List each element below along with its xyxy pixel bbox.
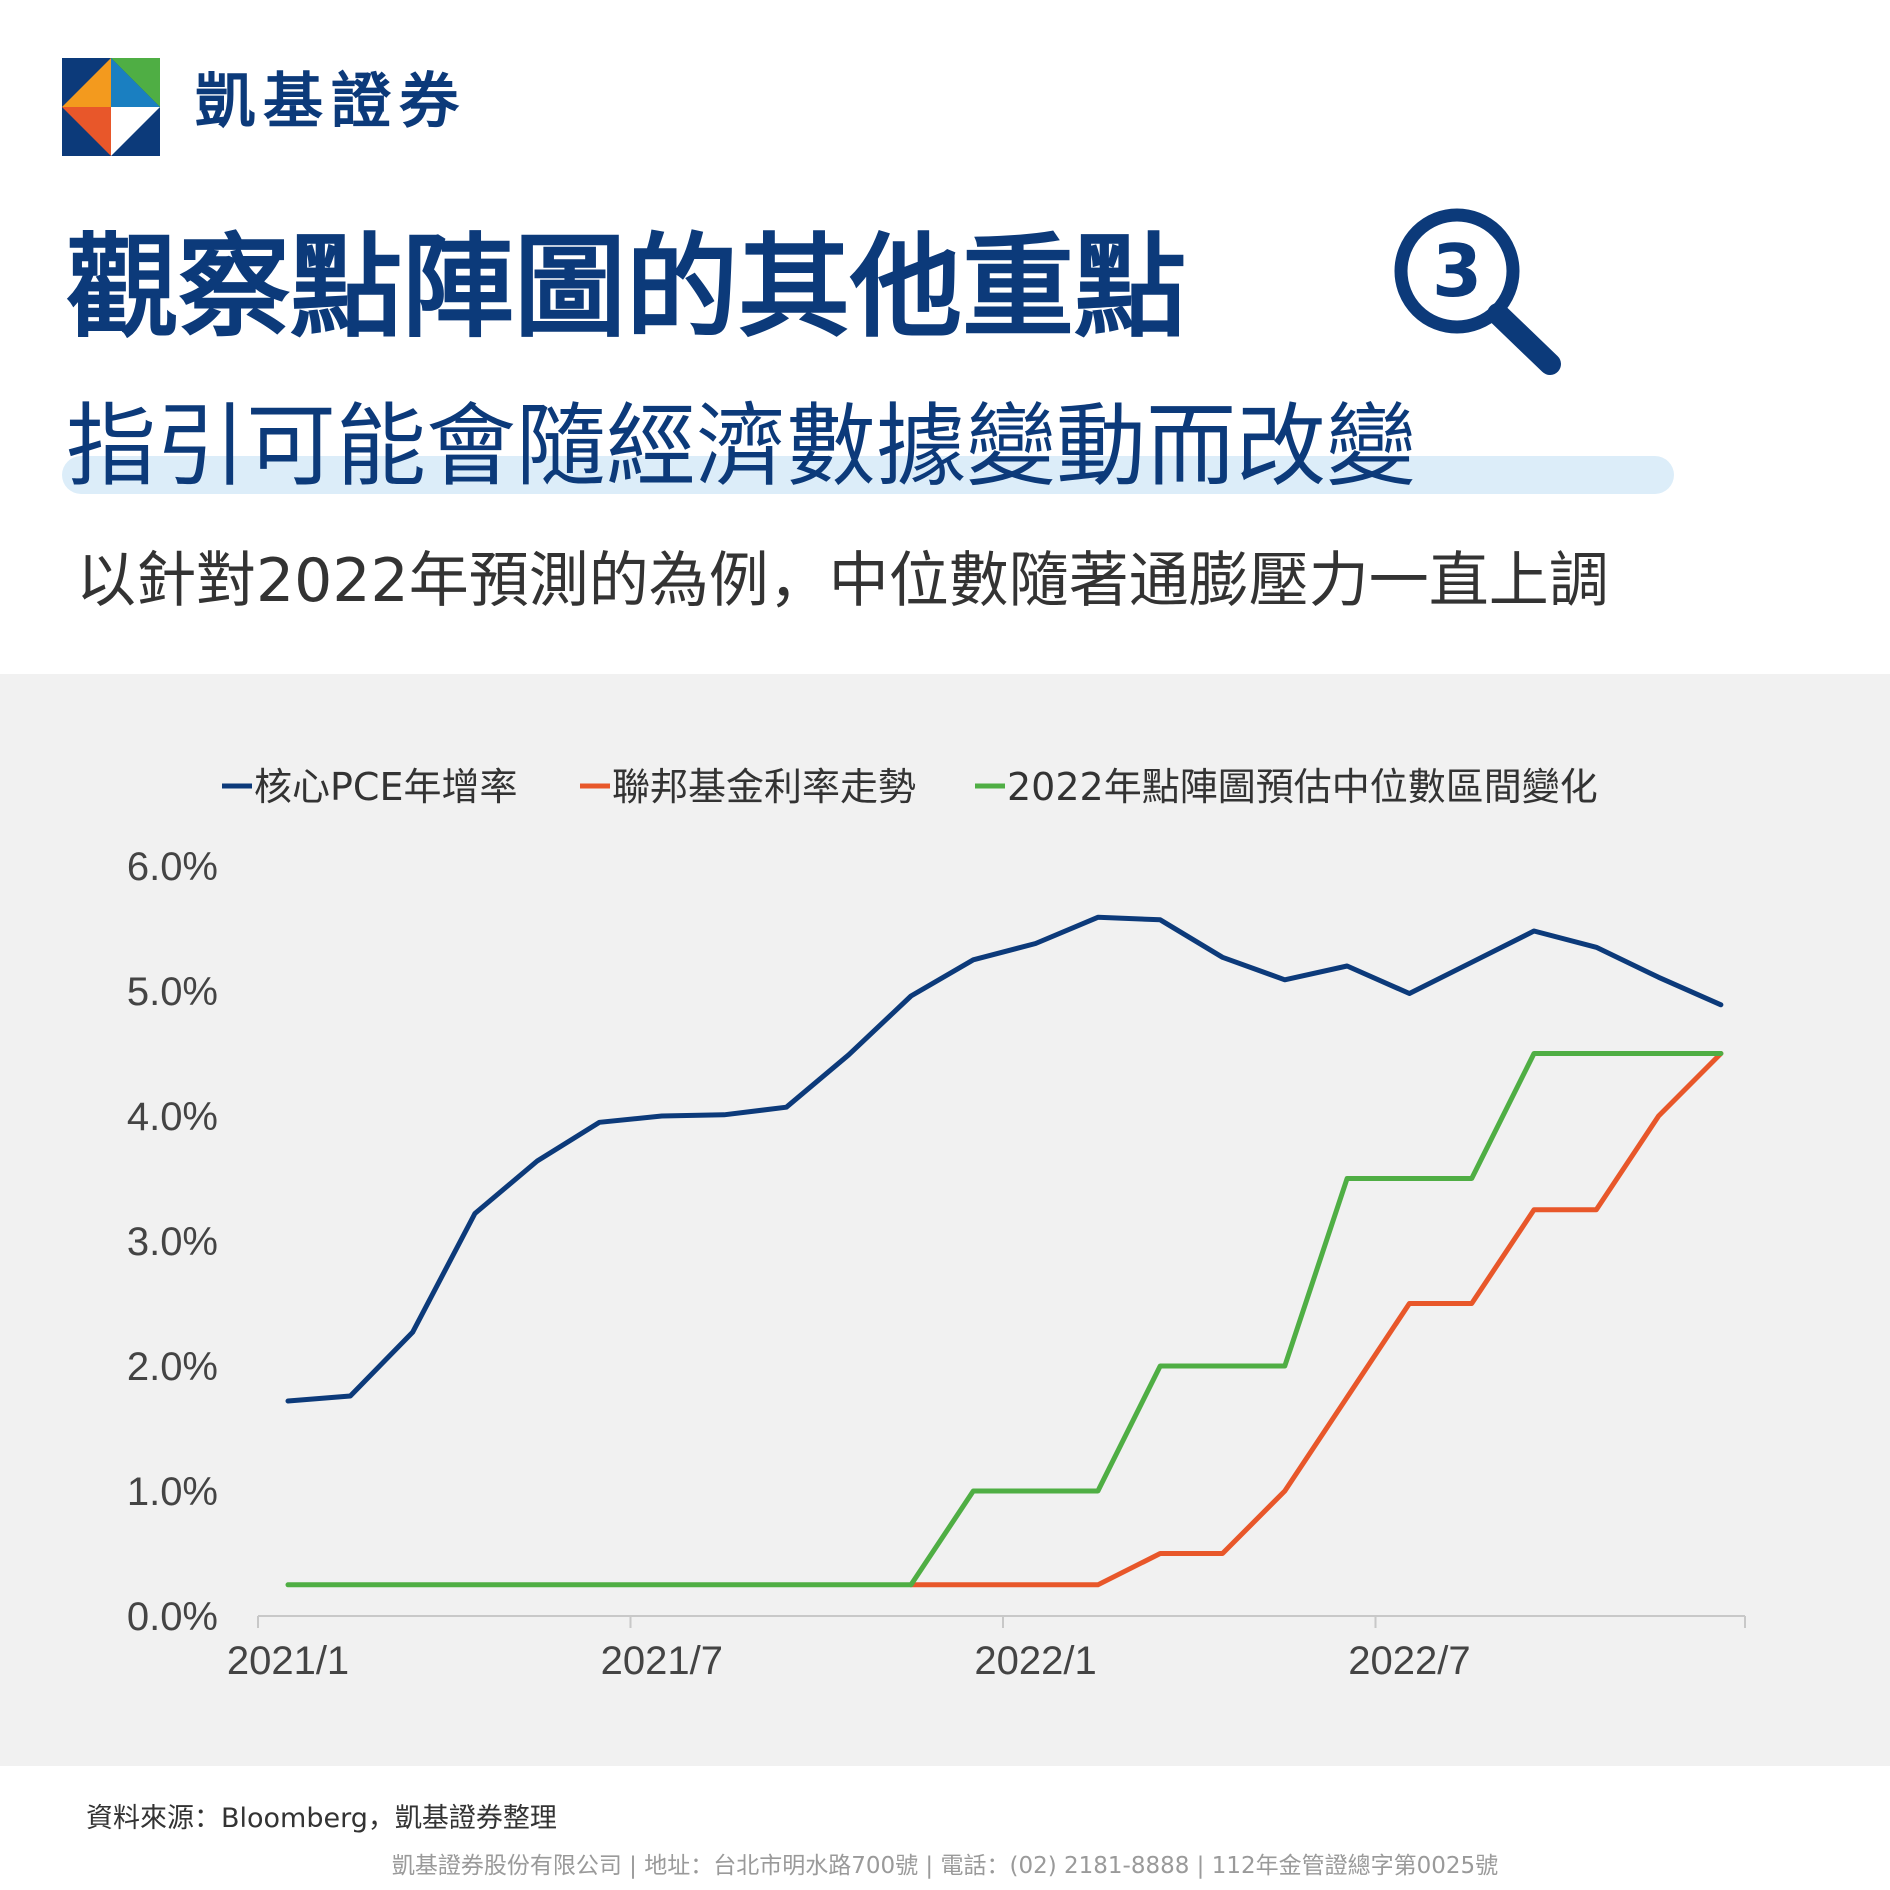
y-tick-label: 1.0% xyxy=(127,1470,218,1514)
y-tick-label: 3.0% xyxy=(127,1220,218,1264)
source-note: 資料來源：Bloomberg，凱基證券整理 xyxy=(86,1803,557,1834)
page-title: 觀察點陣圖的其他重點 xyxy=(66,223,1186,353)
magnifier-icon: 3 xyxy=(1394,208,1561,375)
y-tick-label: 6.0% xyxy=(127,845,218,889)
series-line-3 xyxy=(285,1051,1724,1588)
footer-text: 凱基證券股份有限公司 | 地址：台北市明水路700號 | 電話：(02) 218… xyxy=(391,1853,1499,1879)
series-line-2 xyxy=(908,1051,1724,1588)
y-tick-label: 0.0% xyxy=(127,1595,218,1639)
badge-number: 3 xyxy=(1432,229,1482,313)
subtitle: 指引可能會隨經濟數據變動而改變 xyxy=(66,394,1416,499)
brand-name: 凱基證券 xyxy=(195,67,467,137)
description: 以針對2022年預測的為例，中位數隨著通膨壓力一直上調 xyxy=(76,546,1609,616)
legend-label-3: 2022年點陣圖預估中位數區間變化 xyxy=(1007,765,1598,809)
x-tick-label: 2021/1 xyxy=(227,1639,349,1683)
x-tick-label: 2022/7 xyxy=(1348,1639,1470,1683)
x-tick-label: 2021/7 xyxy=(601,1639,723,1683)
y-tick-label: 2.0% xyxy=(127,1345,218,1389)
series-line-1 xyxy=(285,914,1724,1404)
legend-label-2: 聯邦基金利率走勢 xyxy=(612,765,916,809)
kgi-logo xyxy=(62,58,160,156)
y-tick-label: 5.0% xyxy=(127,970,218,1014)
legend-label-1: 核心PCE年增率 xyxy=(254,765,517,809)
x-tick-label: 2022/1 xyxy=(974,1639,1096,1683)
chart-panel: 2021/1 2021/7 2022/1 2022/7 0.0% 1.0% 2.0% 3.0%… xyxy=(0,674,1890,1766)
line-chart: 2021/1 2021/7 2022/1 2022/7 0.0% 1.0% 2.0% 3.0%… xyxy=(127,765,1746,1683)
subtitle-highlight xyxy=(62,456,1674,494)
y-tick-label: 4.0% xyxy=(127,1095,218,1139)
